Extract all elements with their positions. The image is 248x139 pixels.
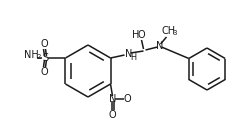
- Text: O: O: [109, 110, 116, 120]
- Text: O: O: [41, 67, 48, 77]
- Text: 3: 3: [172, 30, 177, 36]
- Text: O: O: [138, 30, 145, 40]
- Text: N: N: [156, 41, 163, 51]
- Text: S: S: [42, 53, 49, 63]
- Text: O: O: [124, 94, 131, 104]
- Text: CH: CH: [161, 26, 176, 36]
- Text: N: N: [125, 49, 132, 59]
- Text: H: H: [130, 53, 137, 61]
- Text: O: O: [41, 39, 48, 49]
- Text: NH: NH: [24, 50, 39, 60]
- Text: N: N: [109, 94, 116, 104]
- Text: H: H: [132, 30, 139, 40]
- Text: 2: 2: [36, 54, 41, 60]
